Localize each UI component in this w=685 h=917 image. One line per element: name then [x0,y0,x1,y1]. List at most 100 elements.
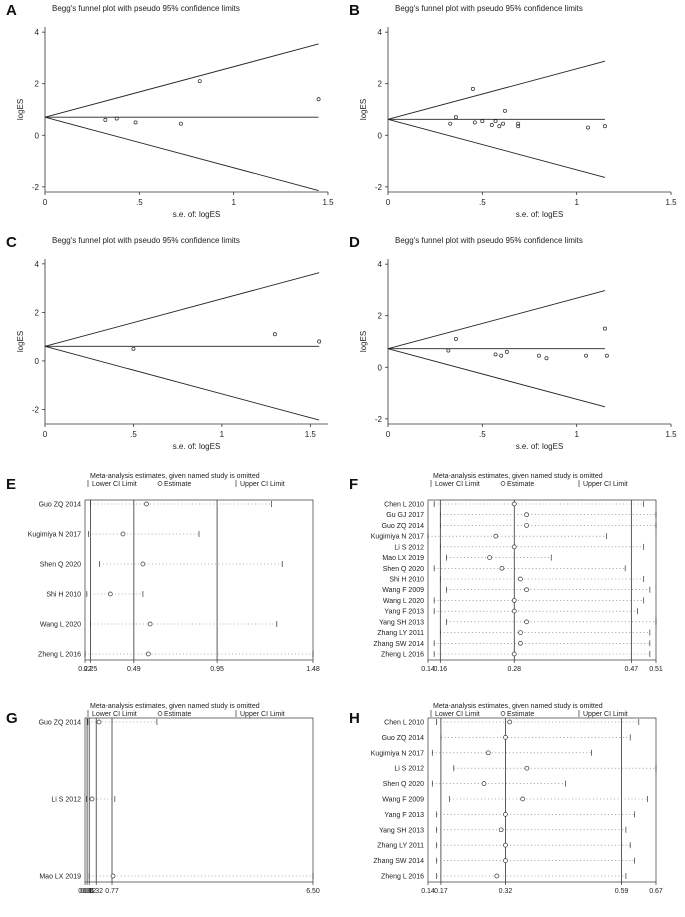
study-label: Yang F 2013 [384,609,424,616]
estimate-point [503,735,508,740]
x-tick-label: 0.00 [78,888,92,895]
upper-pseudo-ci-line [387,60,606,120]
study-label: Kugimiya N 2017 [371,750,424,757]
influence-plot-e: Meta-analysis estimates, given named stu… [28,473,320,673]
study-label: Wang L 2020 [383,598,424,605]
influence-plot-h: Meta-analysis estimates, given named stu… [371,703,663,895]
panel-label-g: G [6,710,18,727]
legend-upper-label: Upper CI Limit [583,481,628,488]
x-tick-label: 0.49 [127,666,141,673]
estimate-point [524,619,529,625]
panel-f: F Meta-analysis estimates, given named s… [343,468,685,690]
panel-c: C Begg's funnel plot with pseudo 95% con… [0,232,342,460]
funnel-plot-b: Begg's funnel plot with pseudo 95% confi… [359,4,677,219]
study-point [114,116,119,121]
study-label: Zhang SW 2014 [373,641,424,648]
panel-label-d: D [349,234,360,251]
legend-lower-label: Lower CI Limit [92,481,137,488]
study-point [131,346,136,351]
study-point [586,125,590,130]
study-label: Yang SH 2013 [379,619,424,626]
x-axis-label: s.e. of: logES [516,210,564,219]
study-point [501,121,506,126]
x-tick-label: .5 [479,430,486,439]
legend-lower-label: Lower CI Limit [92,711,137,718]
chart-title: Meta-analysis estimates, given named stu… [90,703,260,710]
study-point [472,120,477,125]
estimate-point [485,750,491,756]
study-label: Shen Q 2020 [383,781,424,788]
y-tick-label: 2 [378,80,383,89]
legend-upper-label: Upper CI Limit [240,711,285,718]
upper-pseudo-ci-line [44,272,320,347]
x-tick-label: 0.28 [507,666,521,673]
estimate-point [110,873,116,879]
legend-upper-label: Upper CI Limit [240,481,285,488]
chart-title: Begg's funnel plot with pseudo 95% confi… [52,236,240,245]
x-axis-label: s.e. of: logES [516,442,564,451]
study-label: Wang F 2009 [382,797,424,804]
panel-label-e: E [6,476,17,493]
study-label: Zhang LY 2011 [377,630,424,637]
y-tick-label: 4 [35,260,40,269]
estimate-point [518,576,523,582]
study-label: Li S 2012 [394,544,424,551]
estimate-point [511,501,517,507]
plot-frame [84,717,314,883]
estimate-point [511,544,517,550]
study-label: Zhang LY 2011 [377,843,424,850]
x-tick-label: 0.14 [421,888,435,895]
legend-lower-label: Lower CI Limit [435,711,480,718]
x-tick-label: 1.5 [665,430,677,439]
y-tick-label: 0 [378,131,383,140]
study-label: Guo ZQ 2014 [382,735,425,742]
x-tick-label: 0 [43,430,48,439]
x-tick-label: 0.47 [625,666,639,673]
x-tick-label: 0.16 [434,666,448,673]
chart-title: Begg's funnel plot with pseudo 95% confi… [395,4,583,13]
study-point [603,326,607,331]
legend-estimate-label: Estimate [164,481,191,488]
study-label: Yang SH 2013 [379,827,424,834]
x-tick-label: 0 [43,198,48,207]
estimate-point [147,621,153,627]
plot-frame [84,499,314,661]
upper-pseudo-ci-line [387,290,606,350]
estimate-point [507,719,513,725]
study-point [497,124,502,129]
lower-pseudo-ci-line [44,345,320,421]
x-tick-label: 1 [231,198,236,207]
y-tick-label: -2 [32,405,40,414]
estimate-point [145,651,151,657]
upper-pseudo-ci-line [44,43,319,118]
legend-estimate-mark [500,481,506,486]
study-point [448,121,453,126]
x-tick-label: 1 [574,198,579,207]
study-label: Zheng L 2016 [38,652,81,659]
study-point [604,353,609,358]
legend-estimate-mark [157,711,163,716]
x-tick-label: .5 [130,430,137,439]
estimate-point [89,796,95,802]
estimate-point [499,565,505,571]
x-tick-label: 1.5 [665,198,677,207]
x-tick-label: 0.77 [105,888,119,895]
study-point [480,119,485,124]
study-label: Zhang SW 2014 [373,858,424,865]
study-point [133,120,138,125]
legend-estimate-label: Estimate [164,711,191,718]
estimate-point [524,523,529,528]
panel-h: H Meta-analysis estimates, given named s… [343,690,685,912]
y-tick-label: 2 [378,312,383,321]
x-tick-label: 1.48 [306,666,320,673]
estimate-point [524,512,529,518]
x-tick-label: 1.5 [322,198,334,207]
study-point [603,124,607,129]
study-point [516,124,521,129]
x-tick-label: 1.5 [305,430,317,439]
study-point [493,352,498,357]
y-axis-label: logES [359,99,368,120]
study-label: Gu GJ 2017 [386,512,424,519]
study-point [503,108,507,113]
y-tick-label: -2 [32,183,40,192]
